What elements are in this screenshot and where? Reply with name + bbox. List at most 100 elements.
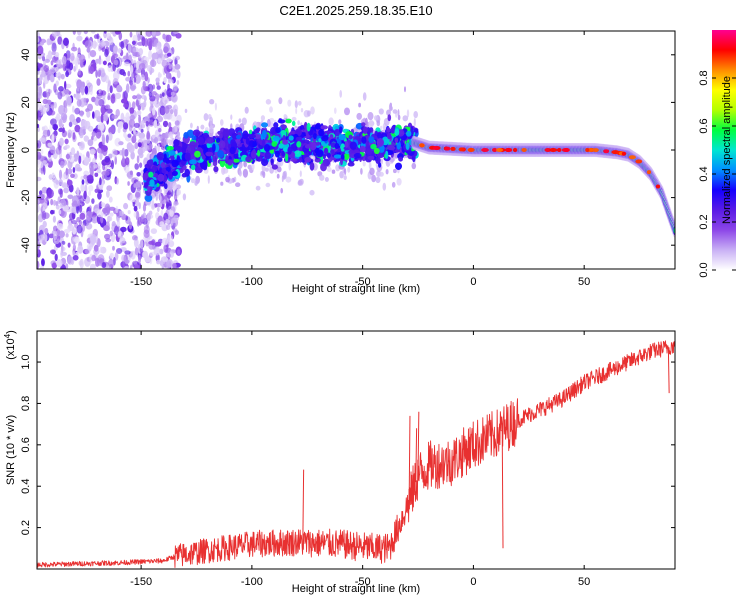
noise-blob — [140, 120, 145, 126]
spectrogram-x-tick-label: -100 — [241, 276, 263, 288]
noise-blob — [173, 201, 179, 206]
noise-blob — [107, 92, 111, 99]
noise-blob — [63, 88, 70, 94]
halo-blob — [297, 100, 302, 106]
halo-blob — [392, 109, 398, 114]
halo-blob — [169, 133, 173, 139]
noise-blob — [143, 229, 150, 238]
noise-blob — [68, 121, 73, 128]
noise-blob — [110, 31, 114, 34]
noise-blob — [159, 260, 164, 267]
noise-blob — [137, 147, 143, 156]
signal-blob — [275, 127, 281, 134]
noise-blob — [172, 84, 178, 91]
halo-blob — [297, 120, 300, 126]
halo-blob — [402, 115, 409, 122]
noise-blob — [86, 110, 91, 118]
spectrogram-blobs — [37, 31, 420, 269]
noise-blob — [117, 48, 122, 54]
noise-blob — [63, 106, 68, 114]
noise-blob — [92, 40, 97, 49]
halo-blob — [362, 161, 366, 167]
noise-blob — [156, 85, 161, 90]
halo-blob — [194, 180, 198, 186]
trace-peak — [467, 147, 475, 152]
noise-blob — [61, 173, 67, 181]
trace-peak — [603, 149, 610, 154]
signal-blob — [195, 166, 203, 174]
signal-blob — [343, 152, 350, 160]
noise-blob — [149, 59, 157, 68]
noise-blob — [49, 145, 56, 154]
halo-blob — [299, 170, 302, 177]
halo-blob — [378, 171, 384, 177]
noise-blob — [155, 77, 160, 83]
noise-blob — [168, 64, 172, 70]
noise-blob — [118, 141, 124, 146]
noise-blob — [99, 246, 104, 254]
noise-blob — [56, 259, 63, 268]
noise-blob — [58, 118, 63, 127]
noise-blob — [83, 190, 87, 200]
noise-blob — [76, 99, 82, 107]
trace-peak — [513, 148, 518, 152]
noise-blob — [51, 42, 57, 53]
noise-blob — [85, 223, 93, 230]
noise-blob — [41, 186, 48, 194]
noise-blob — [103, 225, 110, 232]
halo-blob — [294, 100, 298, 109]
halo-blob — [168, 139, 172, 146]
noise-blob — [73, 200, 78, 206]
halo-blob — [331, 169, 336, 174]
noise-blob — [111, 114, 118, 120]
noise-blob — [150, 228, 158, 235]
noise-blob — [176, 70, 181, 79]
noise-blob — [139, 239, 144, 249]
signal-blob — [349, 141, 357, 150]
noise-blob — [166, 234, 174, 243]
noise-blob — [41, 126, 46, 131]
signal-blob — [303, 121, 308, 130]
noise-blob — [37, 151, 42, 160]
noise-blob — [108, 259, 115, 268]
noise-blob — [79, 54, 86, 63]
noise-blob — [97, 191, 102, 200]
noise-blob — [58, 230, 65, 238]
noise-blob — [64, 99, 68, 109]
snr-x-tick-label: -150 — [130, 576, 152, 588]
noise-blob — [37, 140, 42, 149]
noise-blob — [79, 126, 86, 136]
noise-blob — [122, 261, 126, 268]
trace-peak — [556, 148, 562, 152]
halo-blob — [378, 108, 384, 115]
noise-blob — [76, 35, 83, 42]
noise-blob — [165, 203, 172, 210]
halo-blob — [397, 109, 400, 117]
halo-blob — [207, 175, 210, 184]
snr-x-tick-label: 50 — [578, 576, 590, 588]
snr-exponent-label: (x104) — [3, 330, 17, 360]
noise-blob — [54, 253, 58, 262]
trace-peak — [549, 148, 558, 152]
signal-blob — [192, 129, 201, 136]
noise-blob — [76, 224, 83, 234]
halo-blob — [251, 163, 255, 171]
noise-blob — [70, 173, 75, 178]
noise-blob — [96, 93, 103, 100]
noise-blob — [146, 130, 150, 141]
trace-peak — [628, 155, 636, 160]
noise-blob — [95, 69, 98, 78]
halo-blob — [300, 108, 304, 113]
noise-blob — [37, 123, 40, 129]
noise-blob — [130, 65, 134, 74]
noise-blob — [153, 119, 158, 129]
colorbar-label: Normalized spectral amplitude — [721, 76, 733, 224]
noise-blob — [103, 31, 107, 34]
noise-blob — [94, 172, 99, 177]
noise-blob — [148, 240, 155, 245]
noise-blob — [136, 61, 139, 71]
signal-blob — [390, 126, 396, 134]
noise-blob — [113, 59, 119, 66]
noise-blob — [56, 59, 61, 68]
noise-blob — [142, 203, 147, 212]
